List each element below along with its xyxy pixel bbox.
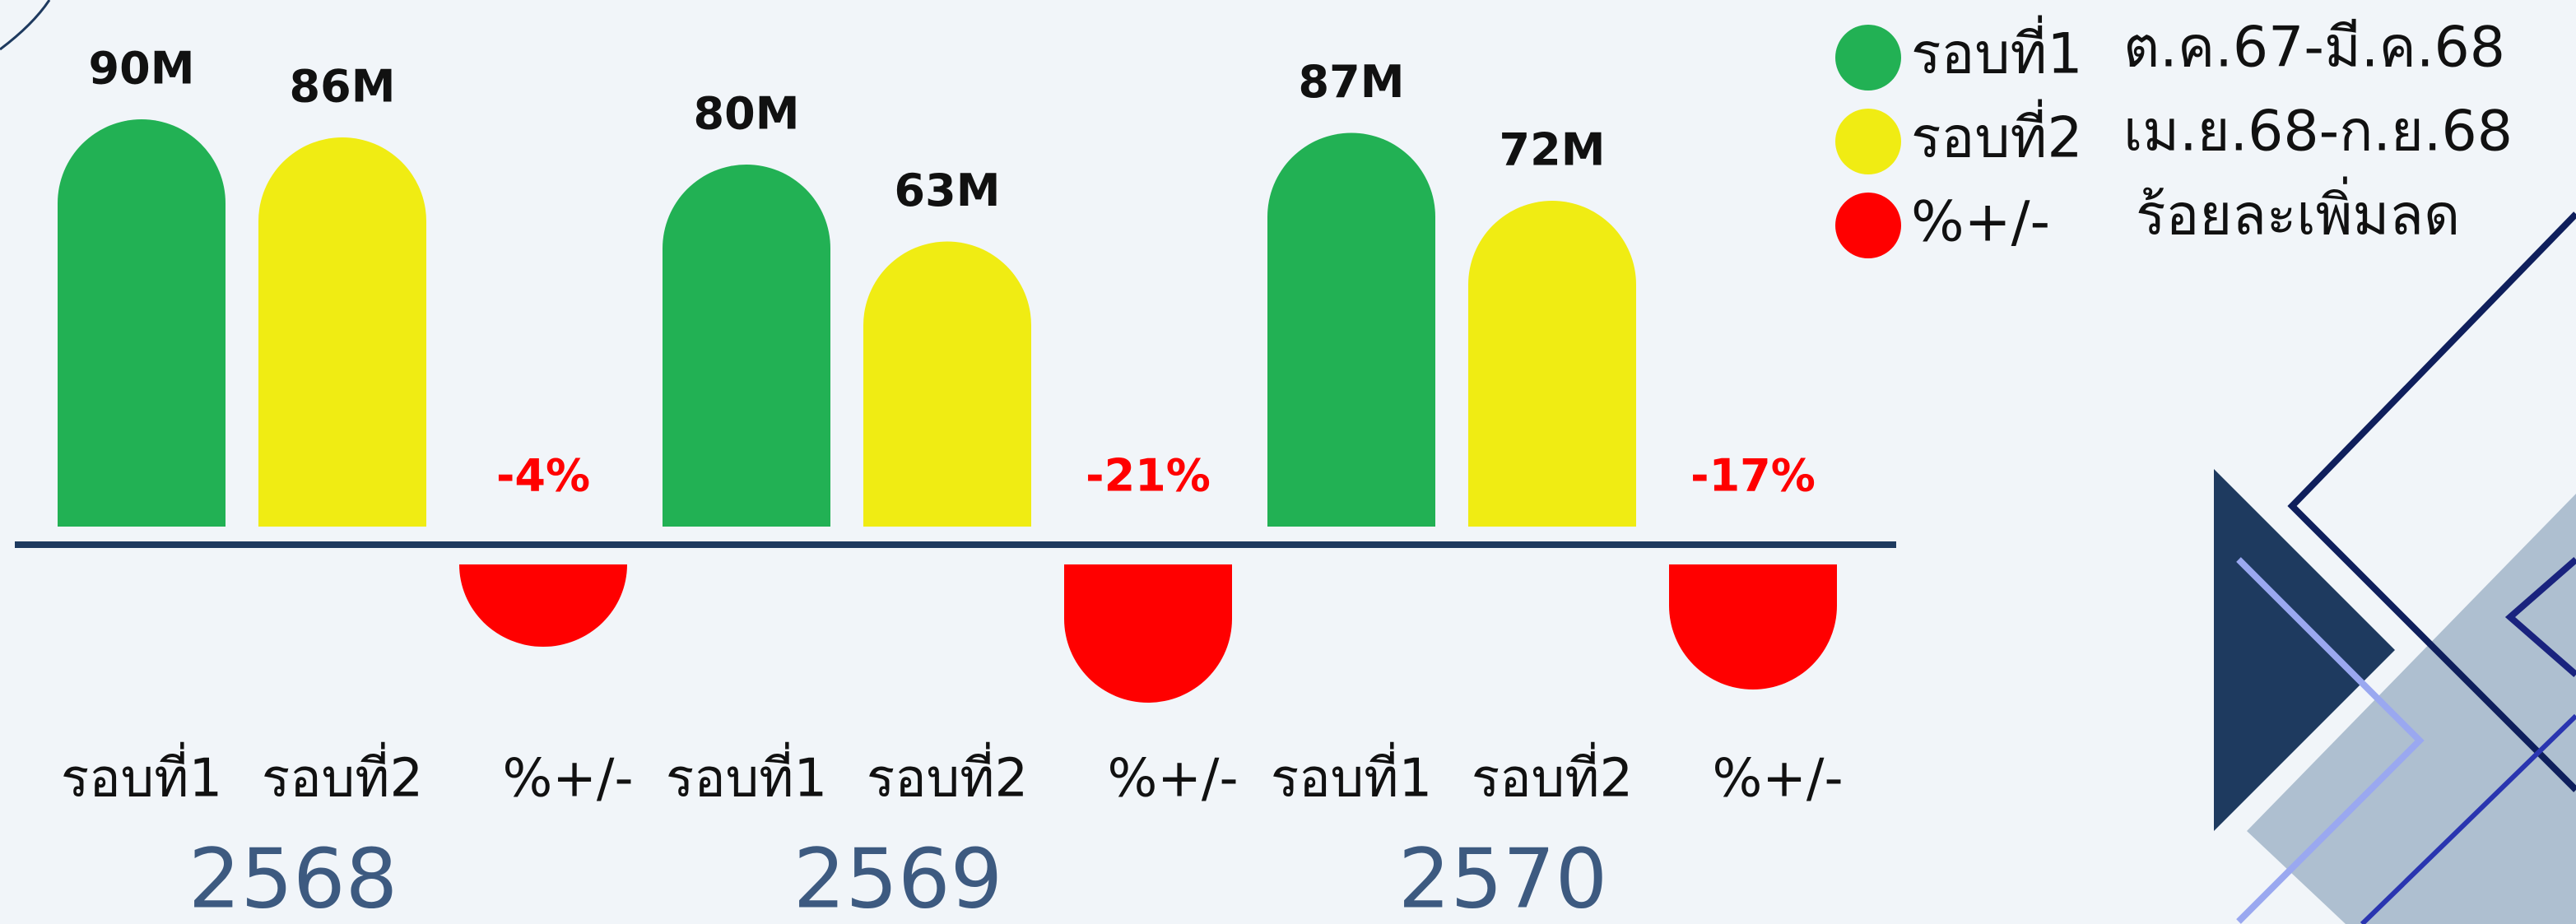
- x-tick-label: 2570: [1398, 830, 1608, 924]
- series-sub-label: %+/-: [502, 749, 633, 810]
- value-label: -17%: [1690, 450, 1816, 502]
- bar: [863, 242, 1031, 527]
- bar: [1267, 133, 1435, 527]
- value-label: -21%: [1086, 450, 1211, 502]
- value-label: 63M: [895, 165, 1001, 216]
- value-label: 86M: [290, 61, 396, 113]
- series-sub-label: รอบที่1: [61, 742, 222, 810]
- legend-marker: [1835, 109, 1901, 174]
- x-tick-label: 2569: [793, 830, 1003, 924]
- legend-marker: [1835, 25, 1901, 91]
- series-sub-label: %+/-: [1107, 749, 1238, 810]
- legend-label: รอบที่1: [1911, 16, 2083, 87]
- series-sub-label: รอบที่2: [1472, 742, 1633, 810]
- series-sub-label: รอบที่1: [666, 742, 827, 810]
- series-sub-label: รอบที่2: [262, 742, 423, 810]
- value-label: -4%: [496, 450, 590, 502]
- legend-description: ร้อยละเพิ่มลด: [2136, 177, 2460, 248]
- value-label: 80M: [694, 88, 800, 140]
- value-label: 72M: [1500, 124, 1606, 176]
- bar: [58, 119, 226, 527]
- value-label: 90M: [89, 43, 195, 95]
- series-sub-label: รอบที่2: [867, 742, 1028, 810]
- chart: 90M รอบที่1 86M รอบที่2 -4% %+/- 2568 80M รอบที่…: [0, 0, 2576, 924]
- legend-marker: [1835, 193, 1901, 258]
- legend-label: %+/-: [1911, 190, 2050, 255]
- bar: [1468, 201, 1636, 527]
- x-tick-label: 2568: [188, 830, 398, 924]
- bar: [258, 137, 426, 527]
- series-sub-label: รอบที่1: [1271, 742, 1432, 810]
- legend-description: เม.ย.68-ก.ย.68: [2123, 100, 2513, 165]
- value-label: 87M: [1299, 56, 1405, 108]
- bar: [663, 165, 830, 527]
- series-sub-label: %+/-: [1712, 749, 1843, 810]
- legend-label: รอบที่2: [1911, 100, 2083, 171]
- legend-description: ต.ค.67-มี.ค.68: [2123, 16, 2505, 81]
